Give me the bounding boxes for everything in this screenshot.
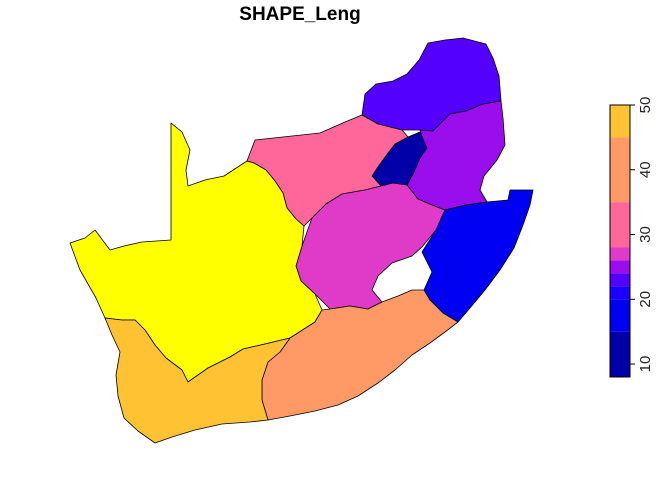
legend-tick-label: 10 bbox=[637, 356, 654, 373]
legend-tick-label: 40 bbox=[637, 161, 654, 178]
legend-band bbox=[610, 247, 630, 261]
region-kwazulu-natal bbox=[421, 189, 534, 323]
legend-tick-label: 30 bbox=[637, 226, 654, 243]
legend-band bbox=[610, 105, 630, 138]
map-title: SHAPE_Leng bbox=[239, 4, 360, 25]
legend-band bbox=[610, 260, 630, 274]
legend-band bbox=[610, 331, 630, 377]
legend-band bbox=[610, 286, 630, 300]
legend-band bbox=[610, 137, 630, 203]
legend-tick-label: 50 bbox=[637, 97, 654, 114]
map-regions bbox=[69, 37, 534, 444]
legend-band bbox=[610, 273, 630, 287]
legend-band bbox=[610, 299, 630, 332]
color-legend: 10 20 30 40 50 bbox=[609, 97, 654, 378]
legend-band bbox=[610, 202, 630, 248]
legend-color-bar bbox=[610, 105, 630, 377]
legend-axis: 10 20 30 40 50 bbox=[630, 97, 654, 373]
legend-tick-label: 20 bbox=[637, 291, 654, 308]
legend-frame bbox=[609, 104, 631, 378]
region-limpopo bbox=[361, 37, 502, 132]
region-western-cape bbox=[104, 317, 291, 444]
